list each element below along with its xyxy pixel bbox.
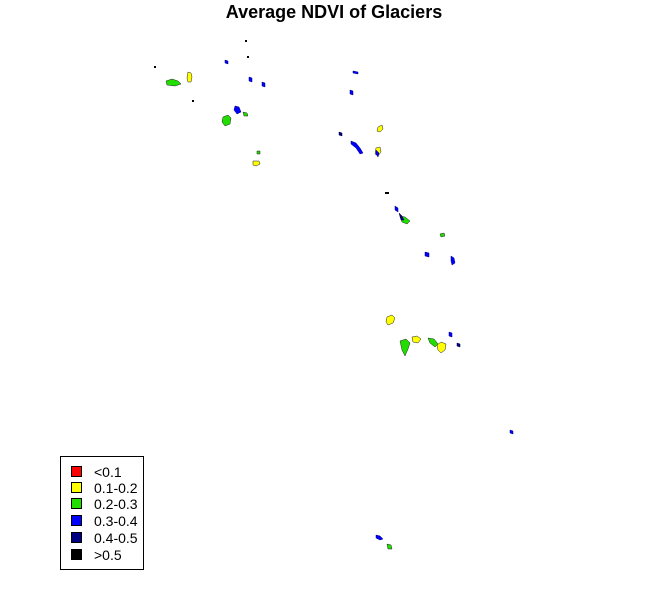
glaciers-gt-0.5 [154, 40, 389, 194]
glaciers-0.3-0.4 [224, 59, 514, 541]
legend-item: >0.5 [71, 546, 122, 563]
legend-swatch [71, 515, 82, 526]
legend-label: 0.2-0.3 [94, 495, 138, 512]
legend-label: 0.1-0.2 [94, 479, 138, 496]
legend-label: <0.1 [94, 463, 122, 480]
legend-swatch [71, 498, 82, 509]
legend-label: 0.4-0.5 [94, 529, 138, 546]
legend-item: 0.2-0.3 [71, 495, 138, 512]
legend-label: >0.5 [94, 546, 122, 563]
map-title: Average NDVI of Glaciers [225, 2, 443, 22]
legend-item: 0.4-0.5 [71, 529, 138, 546]
legend-swatch [71, 549, 82, 560]
legend-label: 0.3-0.4 [94, 512, 138, 529]
glaciers-0.1-0.2 [186, 71, 447, 354]
glaciers-0.4-0.5 [338, 131, 461, 348]
legend-swatch [71, 482, 82, 493]
legend-swatch [71, 532, 82, 543]
glaciers-0.2-0.3 [165, 78, 446, 550]
legend-item: 0.3-0.4 [71, 512, 138, 529]
legend: <0.1 0.1-0.2 0.2-0.3 0.3-0.4 0.4-0.5 >0.… [60, 456, 144, 570]
legend-swatch [71, 466, 82, 477]
legend-item: 0.1-0.2 [71, 479, 138, 496]
legend-item: <0.1 [71, 463, 122, 480]
